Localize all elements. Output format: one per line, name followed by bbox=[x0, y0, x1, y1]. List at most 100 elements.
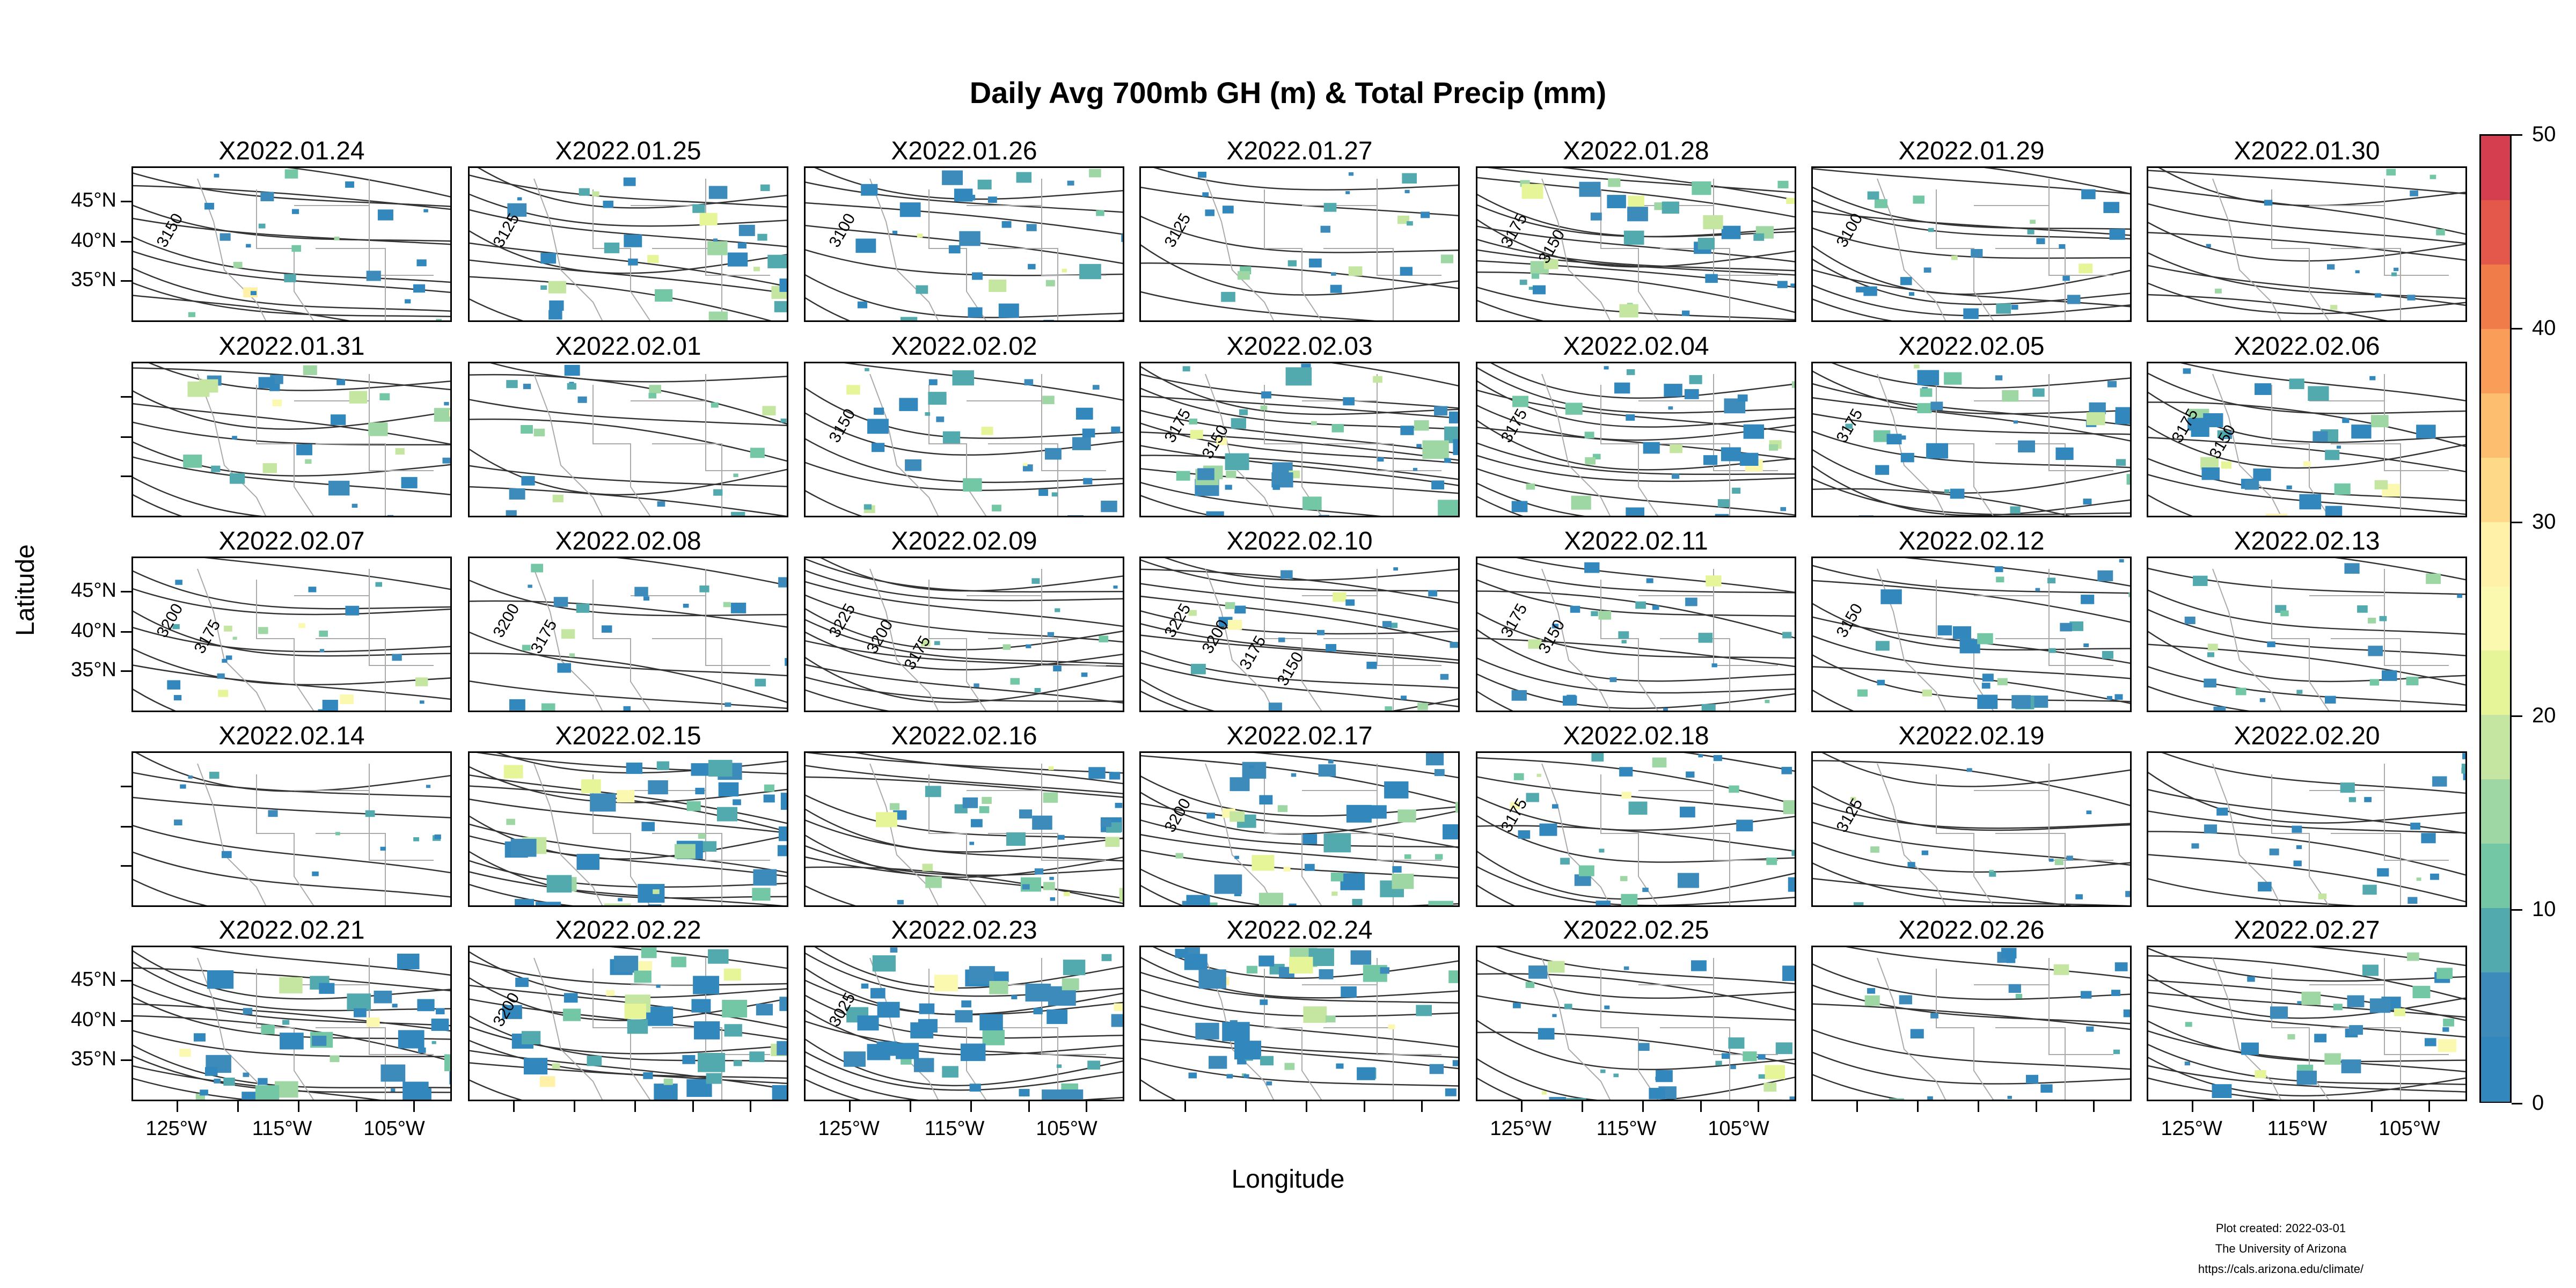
map-frame bbox=[131, 362, 452, 517]
contour-lines bbox=[133, 947, 450, 1100]
map-canvas bbox=[2148, 168, 2465, 320]
lon-tick bbox=[2252, 1101, 2254, 1112]
lon-tick bbox=[298, 1101, 300, 1112]
precip-field bbox=[921, 578, 1118, 693]
map-panel: X2022.01.24 3150 45°N 40°N 35°N bbox=[71, 137, 452, 322]
colorbar-segment bbox=[2481, 393, 2510, 458]
contour-label: 3175 bbox=[901, 633, 934, 672]
map-panel: X2022.02.05 3175 bbox=[1811, 332, 2132, 517]
map-canvas bbox=[2148, 558, 2465, 711]
contour-lines bbox=[2148, 168, 2465, 320]
colorbar bbox=[2479, 134, 2512, 1103]
colorbar-tick-label: 30 bbox=[2532, 510, 2556, 533]
precip-field bbox=[875, 766, 1123, 905]
map-panel: X2022.01.27 3125 bbox=[1139, 137, 1460, 322]
lon-tick bbox=[2035, 1101, 2037, 1112]
contour-lines bbox=[2148, 947, 2465, 1100]
lon-tick bbox=[574, 1101, 575, 1112]
map-panel: X2022.02.13 bbox=[2147, 527, 2467, 712]
precip-field bbox=[846, 368, 1121, 516]
panel-date-title: X2022.02.01 bbox=[555, 332, 701, 361]
precip-field bbox=[1198, 171, 1453, 302]
map-canvas bbox=[2148, 753, 2465, 905]
colorbar-segment bbox=[2481, 522, 2510, 587]
contour-lines bbox=[133, 753, 450, 905]
state-boundaries bbox=[869, 374, 1106, 516]
map-frame: 3100 bbox=[1811, 166, 2132, 322]
panel-date-title: X2022.02.02 bbox=[891, 332, 1037, 361]
precip-field bbox=[1864, 948, 2130, 1100]
lat-tick bbox=[121, 865, 131, 867]
map-canvas: 3200 bbox=[1141, 753, 1458, 905]
lon-tick-label: 125°W bbox=[1490, 1117, 1552, 1140]
contour-lines bbox=[806, 947, 1123, 1100]
contour-label: 3175 bbox=[1236, 633, 1269, 672]
precip-field bbox=[1512, 960, 1795, 1100]
map-panel: X2022.02.15 bbox=[468, 722, 788, 907]
map-frame bbox=[1811, 946, 2132, 1101]
contour-lines bbox=[470, 558, 787, 709]
precip-field bbox=[503, 759, 787, 905]
map-canvas: 3175 3150 bbox=[1141, 363, 1458, 516]
lon-tick bbox=[1582, 1101, 1583, 1112]
lon-tick bbox=[1758, 1101, 1760, 1112]
panel-date-title: X2022.02.16 bbox=[891, 722, 1037, 750]
panel-date-title: X2022.02.14 bbox=[218, 722, 365, 750]
map-canvas: 3225 3200 3175 bbox=[806, 558, 1123, 711]
map-canvas: 3150 bbox=[1813, 558, 2130, 711]
state-boundaries bbox=[869, 178, 1106, 320]
contour-lines bbox=[806, 558, 1123, 711]
colorbar-tick bbox=[2512, 1103, 2522, 1104]
map-frame: 3225 3200 3175 3150 bbox=[1139, 557, 1460, 712]
precip-field bbox=[2206, 169, 2445, 310]
lat-tick bbox=[121, 436, 131, 438]
lon-tick bbox=[413, 1101, 415, 1112]
colorbar-tick-label: 40 bbox=[2532, 316, 2556, 340]
lon-tick bbox=[1856, 1101, 1858, 1112]
contour-lines bbox=[1477, 558, 1795, 711]
colorbar-segment bbox=[2481, 264, 2510, 330]
map-canvas: 3175 bbox=[1477, 753, 1795, 905]
colorbar-segment bbox=[2481, 457, 2510, 523]
map-canvas: 3100 bbox=[806, 168, 1123, 320]
lat-tick bbox=[121, 396, 131, 398]
precip-field bbox=[167, 580, 428, 711]
map-canvas: 3150 bbox=[806, 363, 1123, 516]
contour-lines bbox=[1477, 947, 1795, 1100]
state-boundaries bbox=[2212, 763, 2449, 905]
state-boundaries bbox=[1205, 568, 1441, 711]
contour-lines bbox=[1141, 558, 1458, 711]
lon-tick-label: 105°W bbox=[363, 1117, 425, 1140]
map-frame bbox=[468, 751, 788, 907]
panel-date-title: X2022.02.15 bbox=[555, 722, 701, 750]
map-canvas: 3175 bbox=[1813, 363, 2130, 516]
lat-tick bbox=[121, 475, 131, 477]
map-panel: X2022.02.12 3150 bbox=[1811, 527, 2132, 712]
lon-tick bbox=[2370, 1101, 2373, 1112]
contour-lines bbox=[133, 558, 450, 711]
map-canvas: 3175 3150 bbox=[1477, 168, 1795, 320]
state-boundaries bbox=[197, 374, 434, 516]
credit-line-2: The University of Arizona bbox=[2215, 1242, 2347, 1255]
lon-tick bbox=[513, 1101, 515, 1112]
colorbar-tick bbox=[2512, 715, 2522, 717]
colorbar-tick bbox=[2512, 134, 2522, 136]
panel-date-title: X2022.02.23 bbox=[891, 916, 1037, 945]
map-panel: X2022.02.14 bbox=[121, 722, 452, 907]
contour-label: 3100 bbox=[1833, 210, 1866, 250]
precip-field bbox=[2184, 563, 2463, 711]
map-frame bbox=[2147, 557, 2467, 712]
map-panel: X2022.02.24 bbox=[1139, 916, 1460, 1112]
map-panel: X2022.02.23 3025 125°W 115°W 105°W bbox=[804, 916, 1124, 1140]
colorbar-tick-label: 10 bbox=[2532, 897, 2556, 921]
panel-date-title: X2022.01.25 bbox=[555, 137, 701, 165]
lon-tick bbox=[2191, 1101, 2193, 1112]
colorbar-segment bbox=[2481, 586, 2510, 652]
precip-field bbox=[1511, 562, 1795, 711]
lat-tick-label: 45°N bbox=[71, 188, 116, 211]
contour-lines bbox=[133, 168, 450, 320]
map-canvas: 3175 3150 bbox=[2148, 363, 2465, 516]
precip-field bbox=[1176, 363, 1458, 516]
map-frame bbox=[2147, 946, 2467, 1101]
contour-lines bbox=[470, 168, 787, 320]
